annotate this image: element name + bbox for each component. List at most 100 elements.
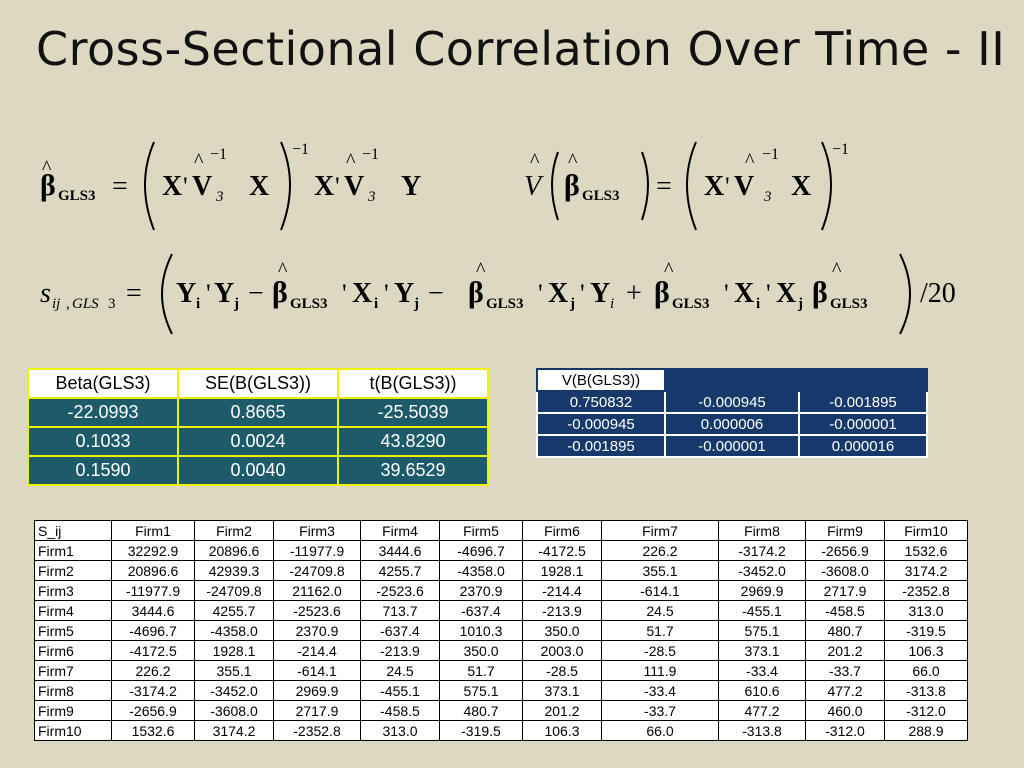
table-cell: -213.9 xyxy=(360,640,440,661)
header-cell: Firm3 xyxy=(273,520,361,541)
svg-text:X: X xyxy=(314,171,334,202)
table-cell: -4358.0 xyxy=(439,560,523,581)
table-cell: 66.0 xyxy=(601,720,719,741)
row-label-cell: Firm4 xyxy=(34,600,112,621)
table-cell: -614.1 xyxy=(601,580,719,601)
table-cell: 610.6 xyxy=(718,680,806,701)
svg-text:^: ^ xyxy=(476,259,486,281)
table-cell: 575.1 xyxy=(718,620,806,641)
row-label-cell: S_ij xyxy=(34,520,112,541)
table-cell: -455.1 xyxy=(718,600,806,621)
table-cell: -637.4 xyxy=(439,600,523,621)
svg-text:': ' xyxy=(766,279,771,308)
header-cell: Firm7 xyxy=(601,520,719,541)
table-cell: 313.0 xyxy=(360,720,440,741)
table-cell: -458.5 xyxy=(360,700,440,721)
svg-text:3: 3 xyxy=(215,189,224,205)
header-cell: Firm9 xyxy=(805,520,885,541)
table-cell: 111.9 xyxy=(601,660,719,681)
svg-text:β: β xyxy=(812,276,828,309)
table-cell: -313.8 xyxy=(884,680,968,701)
svg-text:GLS3: GLS3 xyxy=(830,296,868,312)
svg-text:i: i xyxy=(196,296,200,312)
table-cell: 480.7 xyxy=(805,620,885,641)
table-cell: 480.7 xyxy=(439,700,523,721)
table-cell: 1532.6 xyxy=(884,540,968,561)
header-cell: t(B(GLS3)) xyxy=(337,368,489,399)
table-cell: 0.1033 xyxy=(27,426,179,457)
table-cell: 51.7 xyxy=(601,620,719,641)
table-cell: 106.3 xyxy=(522,720,602,741)
svg-text:V: V xyxy=(734,171,754,202)
table-cell: -214.4 xyxy=(522,580,602,601)
table-cell: -2352.8 xyxy=(884,580,968,601)
formula-s-ij-gls3: s ij , GLS 3 = Y i ' Y j − ^ β GLS3 ' X … xyxy=(36,250,996,345)
svg-text:^: ^ xyxy=(346,150,356,172)
table-cell: -33.4 xyxy=(601,680,719,701)
table-cell: -319.5 xyxy=(884,620,968,641)
svg-text:−1: −1 xyxy=(832,141,849,158)
table-cell: 1010.3 xyxy=(439,620,523,641)
table-cell: -4172.5 xyxy=(111,640,195,661)
table-cell: 575.1 xyxy=(439,680,523,701)
svg-text:^: ^ xyxy=(832,259,842,281)
table-cell: 477.2 xyxy=(805,680,885,701)
s-ij-covariance-table: S_ij Firm1 Firm2 Firm3 Firm4 Firm5 Firm6 Firm7 F… xyxy=(34,520,968,741)
table-cell: -2352.8 xyxy=(273,720,361,741)
table-row: -22.0993 0.8665 -25.5039 xyxy=(27,397,489,428)
table-cell: -25.5039 xyxy=(337,397,489,428)
svg-text:V: V xyxy=(344,171,364,202)
table-cell: 0.8665 xyxy=(177,397,339,428)
table-cell: 66.0 xyxy=(884,660,968,681)
svg-text:j: j xyxy=(797,296,803,312)
table-cell: 0.000016 xyxy=(798,434,928,458)
row-label-cell: Firm6 xyxy=(34,640,112,661)
table-cell: -4172.5 xyxy=(522,540,602,561)
table-cell: -33.7 xyxy=(601,700,719,721)
svg-text:GLS3: GLS3 xyxy=(486,296,524,312)
table-cell: 2717.9 xyxy=(805,580,885,601)
svg-text:^: ^ xyxy=(278,259,288,281)
svg-text:j: j xyxy=(233,296,239,312)
svg-text:^: ^ xyxy=(42,157,52,179)
table-cell: -3608.0 xyxy=(805,560,885,581)
table-cell: 201.2 xyxy=(522,700,602,721)
svg-text:,: , xyxy=(66,296,70,312)
svg-text:^: ^ xyxy=(194,150,204,172)
formula-var-beta-gls3: ^ V ^ β GLS3 = X ' ^ V −1 3 X −1 xyxy=(520,132,860,242)
table-cell: 3444.6 xyxy=(111,600,195,621)
table-cell: 1928.1 xyxy=(194,640,274,661)
table-cell: 2969.9 xyxy=(718,580,806,601)
table-cell: 355.1 xyxy=(601,560,719,581)
beta-gls3-table: Beta(GLS3) SE(B(GLS3)) t(B(GLS3)) -22.09… xyxy=(27,368,489,486)
svg-text:β: β xyxy=(272,276,288,309)
table-row: Firm5 -4696.7 -4358.0 2370.9 -637.4 1010.3 350… xyxy=(34,620,968,641)
table-row: 0.750832 -0.000945 -0.001895 xyxy=(536,390,928,414)
svg-text:X: X xyxy=(791,171,811,202)
svg-text:3: 3 xyxy=(367,189,376,205)
svg-text:β: β xyxy=(564,169,580,202)
header-cell: Firm8 xyxy=(718,520,806,541)
svg-text:X: X xyxy=(548,278,568,309)
table-cell: 3174.2 xyxy=(884,560,968,581)
svg-text:j: j xyxy=(569,296,575,312)
row-label-cell: Firm7 xyxy=(34,660,112,681)
svg-text:': ' xyxy=(538,279,543,308)
svg-text:X: X xyxy=(249,171,269,202)
table-cell: 0.0040 xyxy=(177,455,339,486)
table-cell: 460.0 xyxy=(805,700,885,721)
table-cell: -2523.6 xyxy=(360,580,440,601)
table-cell: -33.7 xyxy=(805,660,885,681)
row-label-cell: Firm5 xyxy=(34,620,112,641)
table-row: Firm9 -2656.9 -3608.0 2717.9 -458.5 480.7 201.… xyxy=(34,700,968,721)
table-cell: 3174.2 xyxy=(194,720,274,741)
table-cell: -319.5 xyxy=(439,720,523,741)
svg-text:X: X xyxy=(776,278,796,309)
table-cell: 1532.6 xyxy=(111,720,195,741)
svg-text:j: j xyxy=(413,296,419,312)
table-cell: 355.1 xyxy=(194,660,274,681)
header-cell: Firm10 xyxy=(884,520,968,541)
table-cell: -2656.9 xyxy=(111,700,195,721)
table-cell: 350.0 xyxy=(522,620,602,641)
table-cell: -0.000945 xyxy=(536,412,666,436)
